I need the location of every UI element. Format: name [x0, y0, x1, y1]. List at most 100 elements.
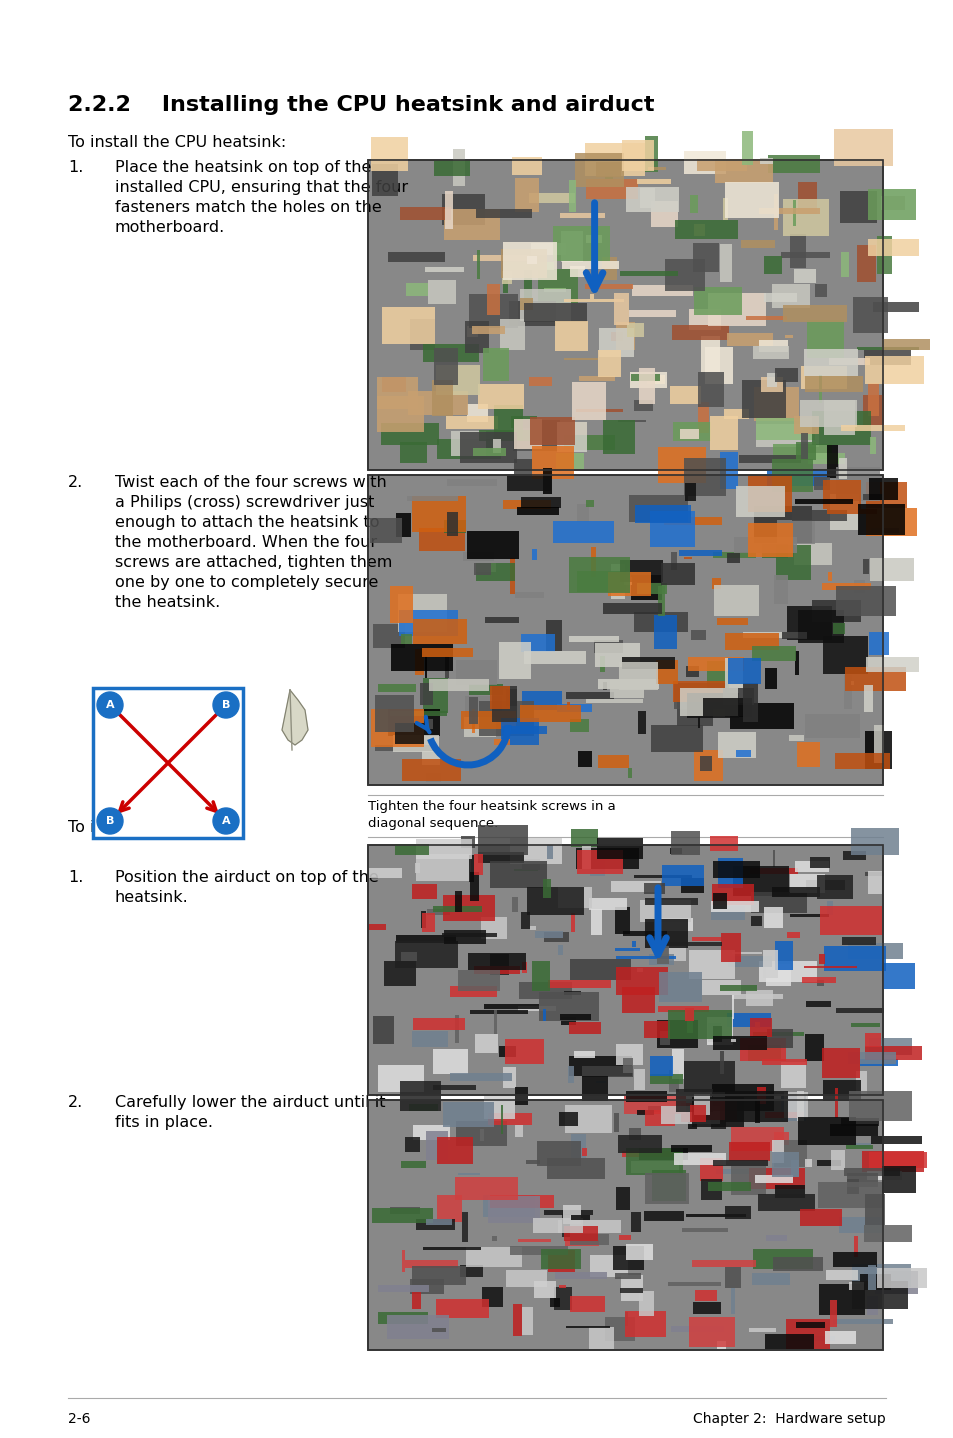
Bar [517, 508, 558, 515]
Bar [671, 325, 728, 341]
Bar [413, 1018, 464, 1031]
Bar [868, 1038, 911, 1054]
Bar [633, 401, 652, 410]
Bar [711, 883, 753, 905]
Bar [846, 1173, 877, 1186]
Bar [542, 467, 552, 493]
Text: 2-6: 2-6 [68, 1412, 91, 1426]
Bar [368, 160, 882, 470]
Bar [425, 774, 440, 781]
Bar [593, 640, 622, 653]
Bar [399, 1081, 440, 1112]
Bar [534, 1281, 555, 1299]
Bar [631, 1162, 679, 1173]
Bar [745, 316, 786, 319]
Bar [422, 344, 478, 362]
Bar [836, 467, 880, 500]
Bar [529, 377, 551, 385]
Bar [790, 1336, 834, 1340]
Bar [537, 269, 578, 302]
Bar [801, 433, 807, 459]
Bar [598, 755, 628, 768]
Bar [862, 495, 882, 500]
Bar [853, 1235, 858, 1257]
Bar [816, 1159, 841, 1166]
Bar [471, 326, 504, 334]
Bar [684, 483, 695, 500]
Bar [750, 892, 806, 913]
Bar [554, 1287, 571, 1310]
Bar [765, 963, 791, 986]
Bar [509, 558, 515, 594]
Bar [774, 1185, 803, 1198]
Bar [375, 745, 434, 751]
Bar [543, 288, 565, 292]
Text: B: B [106, 815, 114, 825]
Bar [748, 1327, 775, 1332]
Bar [581, 1066, 632, 1077]
Bar [524, 303, 587, 322]
Bar [730, 1040, 736, 1041]
Bar [395, 940, 457, 968]
Bar [773, 444, 832, 460]
Bar [661, 866, 703, 886]
Bar [804, 1159, 811, 1168]
Bar [443, 894, 495, 920]
Bar [660, 1106, 720, 1123]
Bar [694, 1290, 717, 1301]
Bar [456, 1122, 507, 1146]
Bar [814, 476, 829, 489]
Bar [689, 196, 697, 213]
Bar [422, 649, 473, 657]
Bar [558, 1286, 565, 1287]
Bar [694, 1102, 737, 1120]
Bar [851, 1281, 906, 1309]
Bar [510, 416, 537, 429]
Bar [766, 372, 777, 387]
Bar [643, 1021, 670, 1038]
Bar [717, 1342, 725, 1349]
Bar [752, 1274, 789, 1286]
Bar [874, 1271, 917, 1294]
Bar [712, 1035, 766, 1050]
Bar [838, 459, 846, 479]
Bar [547, 846, 553, 860]
Bar [742, 633, 806, 638]
Bar [683, 1061, 734, 1091]
Bar [521, 962, 527, 974]
Bar [501, 272, 512, 285]
Bar [804, 1001, 830, 1007]
Bar [637, 968, 642, 972]
Bar [667, 1009, 732, 1040]
Bar [624, 1311, 627, 1326]
Bar [459, 1265, 482, 1277]
Bar [862, 395, 883, 426]
Bar [483, 1195, 535, 1218]
Bar [487, 285, 500, 315]
Bar [700, 756, 712, 771]
Bar [531, 962, 550, 991]
Bar [419, 683, 433, 705]
Bar [864, 731, 891, 769]
Bar [868, 633, 888, 656]
Bar [514, 459, 531, 475]
Bar [767, 155, 819, 173]
Bar [738, 456, 800, 463]
Bar [806, 319, 842, 358]
Bar [553, 226, 609, 260]
Bar [517, 1238, 550, 1241]
Bar [464, 321, 489, 354]
Bar [659, 972, 701, 1002]
Bar [466, 325, 478, 336]
Bar [621, 1150, 671, 1158]
Bar [528, 193, 575, 203]
Bar [809, 857, 829, 867]
Bar [671, 1048, 683, 1078]
Bar [722, 689, 754, 705]
Bar [614, 907, 629, 935]
Text: To install the airduct:: To install the airduct: [68, 820, 236, 835]
Bar [469, 684, 503, 696]
Bar [659, 1031, 670, 1045]
Bar [670, 552, 676, 571]
Bar [801, 978, 835, 984]
